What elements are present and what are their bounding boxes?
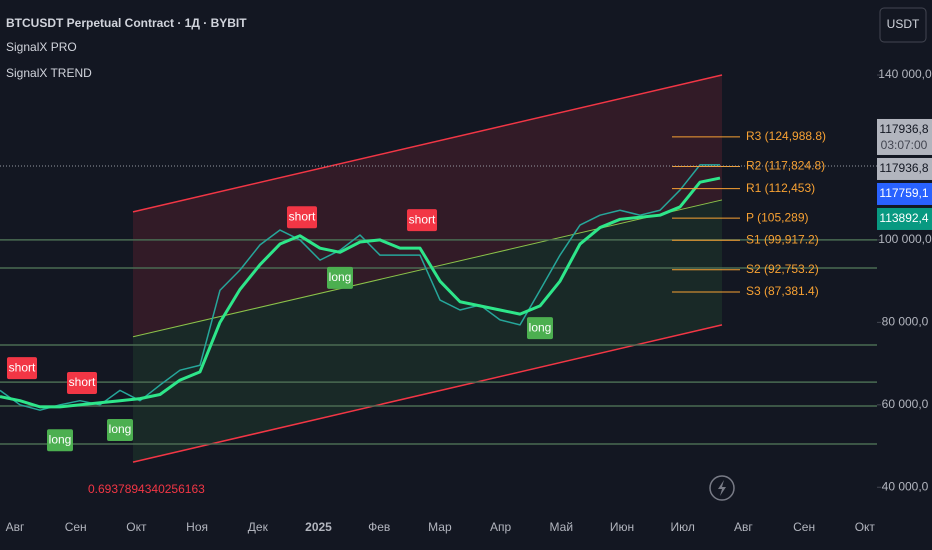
pivot-label: S3 (87,381.4) bbox=[746, 284, 819, 298]
x-tick-label: Мар bbox=[428, 520, 452, 534]
y-tick-label: 60 000,0 bbox=[882, 397, 929, 411]
signal-label: short bbox=[69, 375, 96, 389]
plot-layer bbox=[0, 74, 877, 463]
signal-label: long bbox=[49, 432, 72, 446]
signal-box bbox=[67, 371, 97, 394]
signal-box bbox=[7, 357, 37, 380]
indicator-name: SignalX PRO bbox=[6, 40, 77, 54]
signal-box bbox=[47, 429, 73, 452]
y-tick-label: 40 000,0 bbox=[882, 479, 929, 493]
signal-label: short bbox=[289, 209, 316, 223]
x-tick-label: Сен bbox=[65, 520, 87, 534]
signal-box bbox=[327, 266, 353, 289]
signal-box bbox=[287, 206, 317, 229]
price-badge-label: 113892,4 bbox=[879, 211, 928, 225]
signal-label: long bbox=[109, 422, 132, 436]
alert-icon[interactable] bbox=[709, 475, 735, 501]
y-tick-label: 140 000,0 bbox=[878, 67, 932, 81]
series-line bbox=[0, 164, 720, 411]
price-badge-timer: 03:07:00 bbox=[881, 138, 928, 152]
pivot-label: S1 (99,917.2) bbox=[746, 232, 819, 246]
x-tick-label: Май bbox=[550, 520, 574, 534]
price-badge-label: 117759,1 bbox=[879, 186, 928, 200]
x-tick-label: Сен bbox=[793, 520, 815, 534]
y-tick-label: 100 000,0 bbox=[878, 232, 932, 246]
currency-button[interactable] bbox=[879, 7, 927, 43]
channel-upper bbox=[132, 74, 723, 213]
pivot-label: R2 (117,824.8) bbox=[746, 159, 825, 173]
x-tick-label: Окт bbox=[126, 520, 147, 534]
pivot-label: R1 (112,453) bbox=[746, 181, 815, 195]
signal-label: long bbox=[529, 320, 552, 334]
signal-box bbox=[107, 418, 133, 441]
x-tick-label: Ноя bbox=[186, 520, 208, 534]
price-badge bbox=[877, 207, 932, 230]
currency-label[interactable]: USDT bbox=[887, 17, 920, 31]
signal-label: short bbox=[409, 212, 436, 226]
signal-label: long bbox=[329, 270, 352, 284]
chart-title: BTCUSDT Perpetual Contract · 1Д · BYBIT bbox=[6, 16, 247, 30]
x-tick-label: 2025 bbox=[305, 520, 332, 534]
pivot-label: S2 (92,753.2) bbox=[746, 262, 819, 276]
note: 0.6937894340256163 bbox=[88, 482, 205, 496]
x-tick-label: Авг bbox=[734, 520, 753, 534]
price-badge-label: 117936,8 bbox=[879, 122, 928, 136]
x-tick-label: Дек bbox=[248, 520, 269, 534]
channel-upper-fill bbox=[133, 75, 722, 337]
x-tick-label: Окт bbox=[855, 520, 876, 534]
x-tick-label: Фев bbox=[368, 520, 390, 534]
signal-box bbox=[527, 317, 553, 340]
x-tick-label: Авг bbox=[6, 520, 25, 534]
y-tick-label: 80 000,0 bbox=[882, 315, 929, 329]
pivot-label: R3 (124,988.8) bbox=[746, 129, 826, 143]
channel-lower bbox=[132, 324, 723, 463]
price-badge bbox=[877, 157, 932, 180]
channel-lower-fill bbox=[133, 199, 722, 463]
price-badge bbox=[877, 118, 932, 155]
signal-box bbox=[407, 209, 437, 232]
x-tick-label: Июл bbox=[671, 520, 695, 534]
x-tick-label: Апр bbox=[490, 520, 512, 534]
alert-icon-bolt bbox=[718, 480, 726, 496]
price-badge bbox=[877, 182, 932, 205]
indicator-name: SignalX TREND bbox=[6, 66, 92, 80]
series-line bbox=[0, 176, 721, 409]
price-badge-label: 117936,8 bbox=[879, 161, 928, 175]
signal-label: short bbox=[9, 360, 36, 374]
pivot-label: P (105,289) bbox=[746, 210, 809, 224]
x-tick-label: Июн bbox=[610, 520, 634, 534]
